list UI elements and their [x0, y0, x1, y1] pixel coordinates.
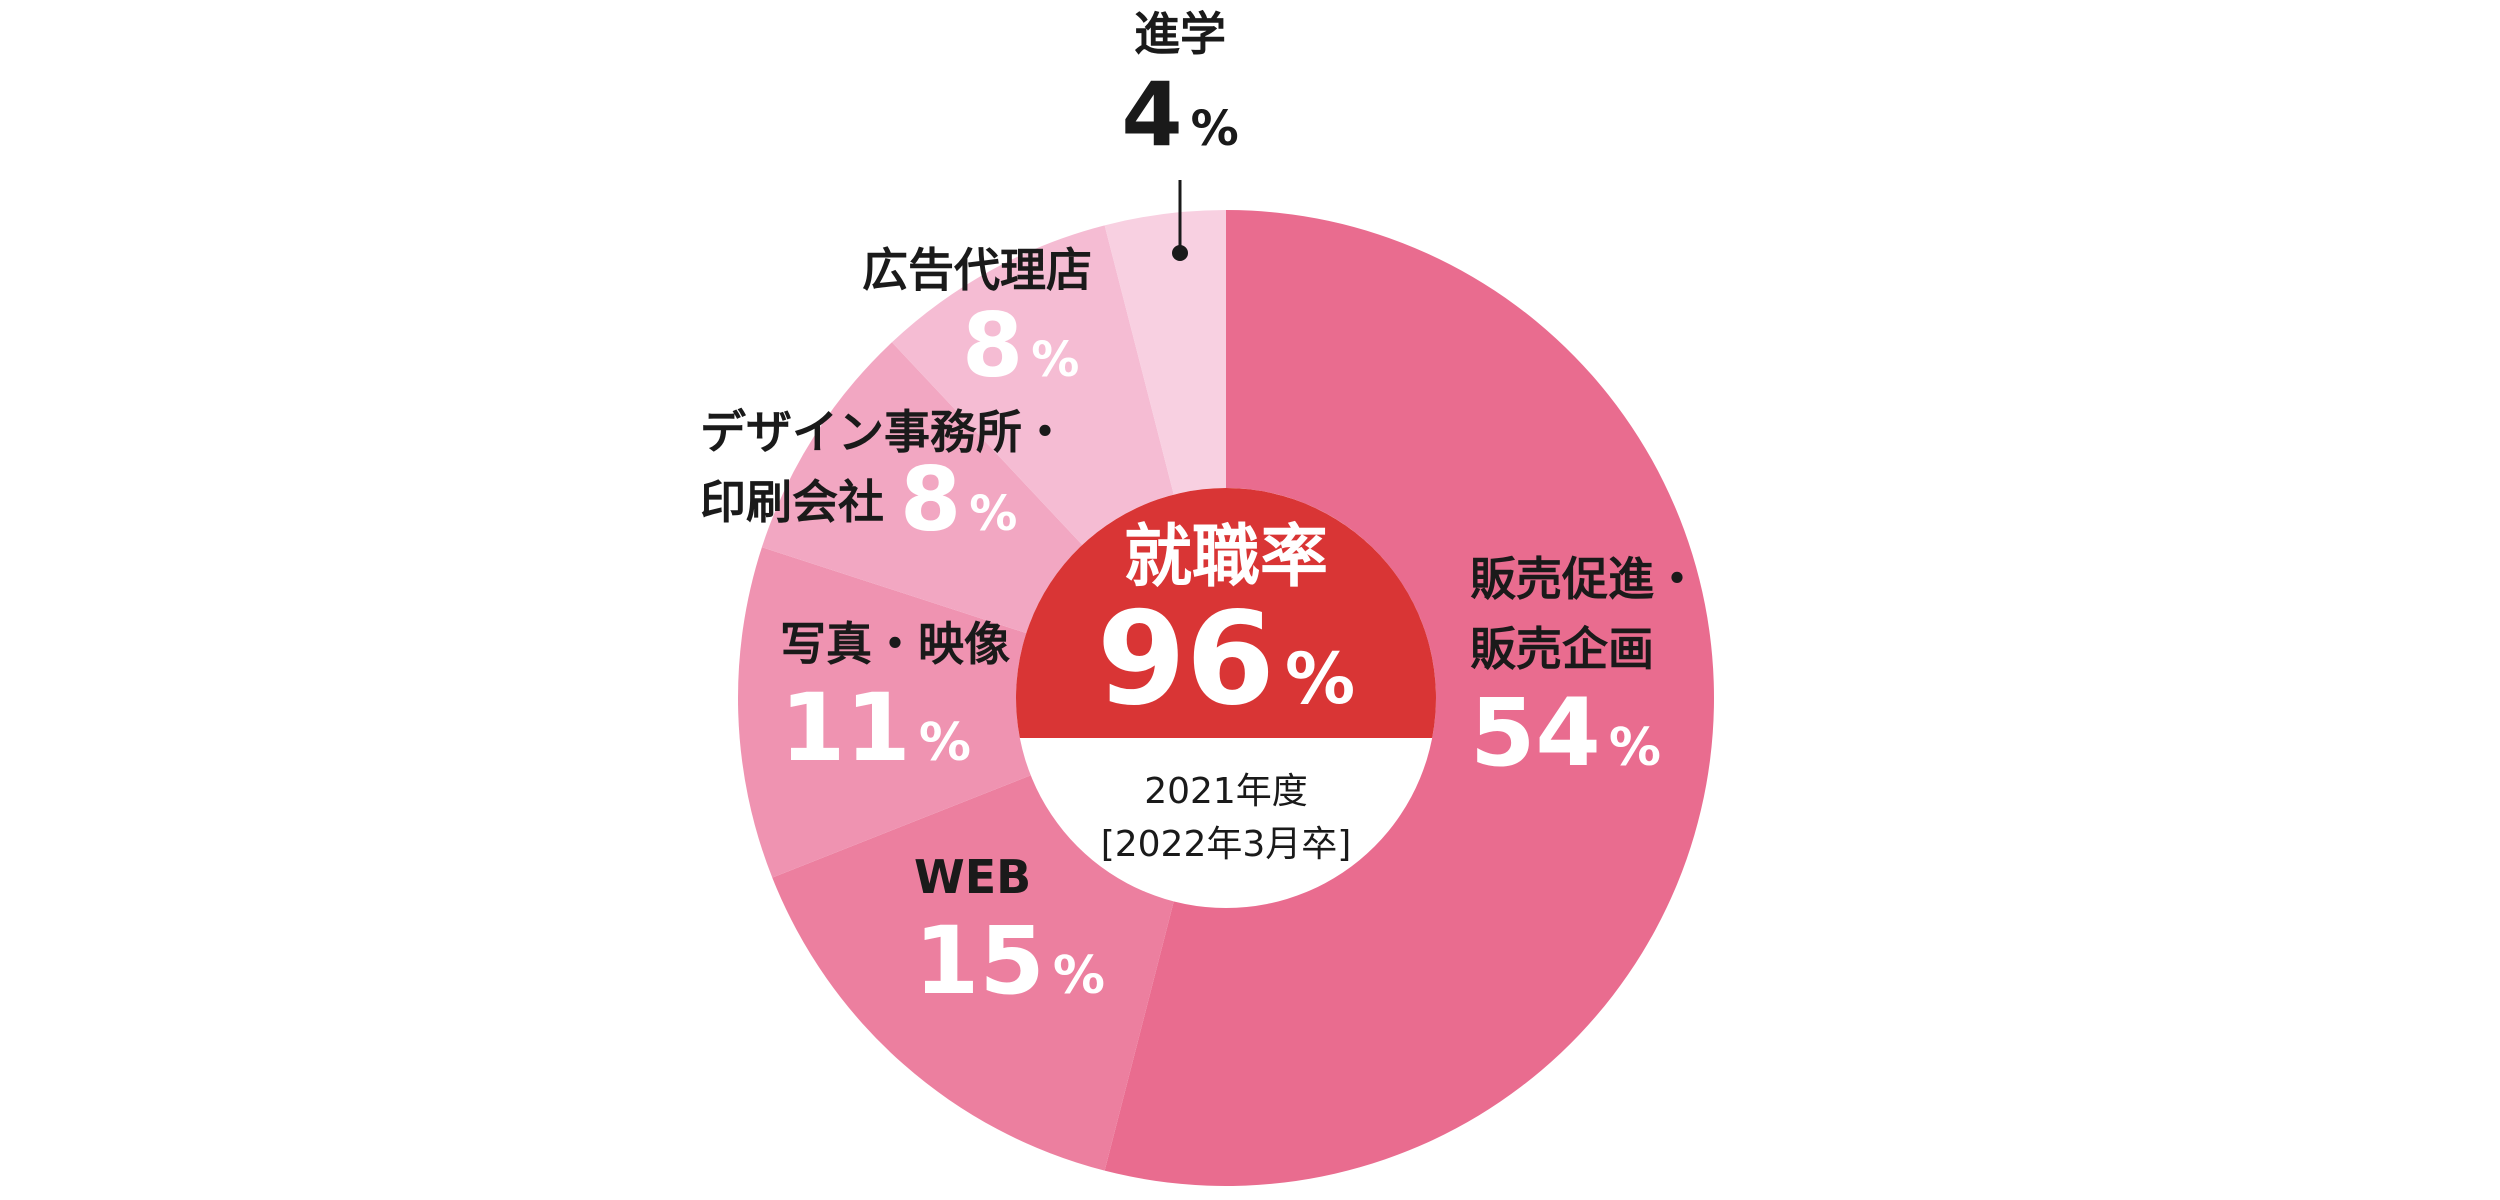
slice-label-group-5: 進学4% — [1121, 7, 1238, 166]
slice-label-4-line-0: 広告代理店 — [862, 243, 1092, 297]
slice-label-1-line-0: WEB — [914, 850, 1031, 904]
slice-value-percent-1: % — [1053, 946, 1105, 1006]
pie-slice-2 — [737, 547, 1226, 878]
slice-label-3-line-1: 印刷会社 — [700, 475, 884, 529]
slice-value-number-1: 15 — [914, 907, 1045, 1016]
slice-value-percent-4: % — [1031, 332, 1079, 388]
leader-line — [1172, 180, 1188, 261]
slice-value-number-4: 8 — [962, 294, 1023, 397]
slice-label-0-line-1: 販売企画 — [1470, 622, 1654, 676]
slice-value-percent-5: % — [1191, 101, 1239, 157]
slice-value-1: 15% — [914, 907, 1105, 1016]
slice-value-percent-3: % — [969, 486, 1017, 542]
center-title: 就職率 — [1124, 518, 1328, 597]
slice-value-4: 8% — [962, 294, 1079, 397]
slice-value-number-5: 4 — [1121, 63, 1182, 166]
slice-label-group-3: デザイン事務所・印刷会社 8% — [700, 405, 1068, 551]
slice-value-number-3: 8 — [900, 448, 961, 551]
slice-value-percent-2: % — [919, 713, 971, 773]
center-rate-value: 96 — [1097, 585, 1275, 734]
slice-value-percent-0: % — [1609, 718, 1661, 778]
slice-label-2-line-0: 写真・映像 — [780, 617, 1010, 671]
slice-value-0: 54% — [1470, 679, 1661, 788]
slice-label-0-line-0: 販売促進・ — [1470, 552, 1700, 606]
slice-value-3: 8% — [900, 448, 1017, 551]
center-year: 2021年度 — [1144, 771, 1308, 812]
center-top-half — [1016, 488, 1436, 738]
center-rate-percent: % — [1285, 638, 1355, 720]
slice-value-2: 11% — [780, 674, 971, 783]
slice-label-5-line-0: 進学 — [1134, 7, 1226, 61]
slice-value-number-2: 11 — [780, 674, 911, 783]
center-rate: 96% — [1097, 585, 1355, 734]
center-badge: 就職率 96% 2021年度 [2022年3月卒] — [1016, 488, 1436, 908]
slice-label-3-line-0: デザイン事務所・ — [700, 405, 1068, 459]
center-graduation: [2022年3月卒] — [1101, 824, 1352, 865]
leader-line-dot — [1172, 245, 1188, 261]
slice-value-number-0: 54 — [1470, 679, 1601, 788]
slice-value-5: 4% — [1121, 63, 1238, 166]
